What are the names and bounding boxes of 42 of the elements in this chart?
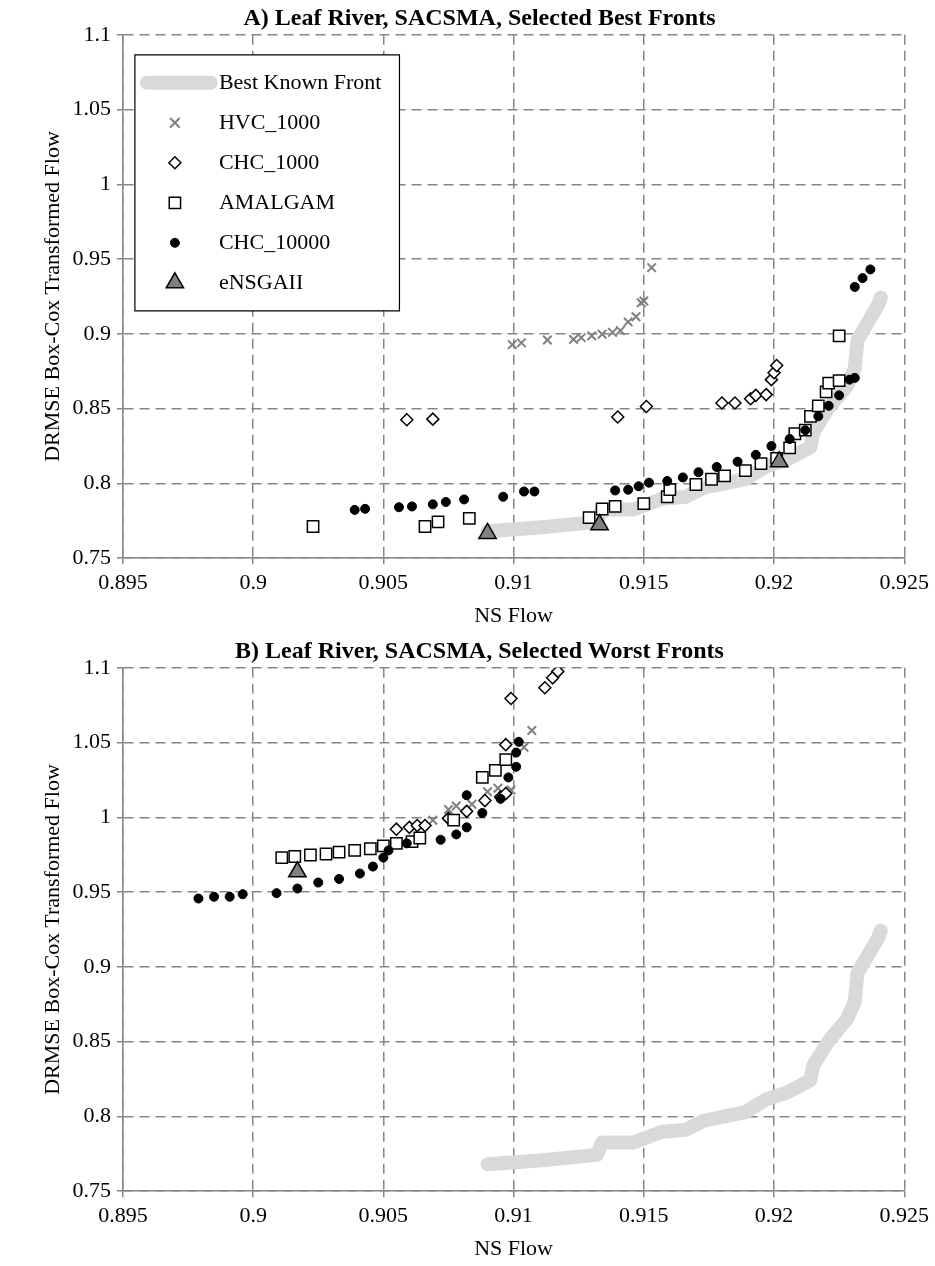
- x-axis-title: NS Flow: [474, 601, 554, 627]
- legend-label: CHC_1000: [218, 148, 320, 174]
- x-tick-label: 0.905: [358, 569, 409, 595]
- x-tick-label: 0.925: [879, 569, 929, 595]
- y-tick-label: 1.05: [72, 95, 111, 121]
- legend-label: eNSGAII: [218, 268, 304, 294]
- y-tick-label: 1: [99, 803, 111, 829]
- x-tick-label: 0.915: [619, 1202, 669, 1228]
- x-tick-label: 0.915: [619, 569, 669, 595]
- chart-title: B) Leaf River, SACSMA, Selected Worst Fronts: [235, 636, 724, 663]
- legend-label: AMALGAM: [218, 188, 336, 214]
- x-tick-label: 0.895: [98, 1202, 148, 1228]
- x-tick-label: 0.9: [239, 569, 267, 595]
- x-axis-title: NS Flow: [474, 1234, 554, 1260]
- y-tick-label: 1.1: [83, 653, 111, 679]
- x-tick-label: 0.9: [239, 1202, 267, 1228]
- legend-label: Best Known Front: [218, 68, 382, 94]
- x-tick-label: 0.905: [358, 1202, 409, 1228]
- legend-label: HVC_1000: [218, 108, 321, 134]
- y-tick-label: 0.9: [83, 952, 111, 978]
- y-tick-label: 1.1: [83, 20, 111, 46]
- y-axis-title: DRMSE Box-Cox Transformed Flow: [38, 131, 64, 462]
- x-tick-label: 0.92: [754, 569, 794, 595]
- y-tick-label: 0.95: [72, 877, 111, 903]
- y-tick-label: 0.75: [72, 1176, 111, 1202]
- y-tick-label: 0.85: [72, 394, 111, 420]
- x-tick-label: 0.91: [494, 1202, 533, 1228]
- y-tick-label: 0.8: [83, 1102, 111, 1128]
- y-tick-label: 0.8: [83, 469, 111, 495]
- y-tick-label: 0.9: [83, 319, 111, 345]
- y-tick-label: 0.85: [72, 1027, 111, 1053]
- y-tick-label: 1.05: [72, 728, 111, 754]
- x-tick-label: 0.895: [98, 569, 148, 595]
- chart-title: A) Leaf River, SACSMA, Selected Best Fronts: [243, 3, 716, 30]
- y-tick-label: 0.75: [72, 543, 111, 569]
- y-tick-label: 0.95: [72, 244, 111, 270]
- x-tick-label: 0.91: [494, 569, 533, 595]
- y-axis-title: DRMSE Box-Cox Transformed Flow: [38, 764, 64, 1095]
- x-tick-label: 0.92: [754, 1202, 794, 1228]
- x-tick-label: 0.925: [879, 1202, 929, 1228]
- legend-label: CHC_10000: [218, 228, 331, 254]
- y-tick-label: 1: [99, 170, 111, 196]
